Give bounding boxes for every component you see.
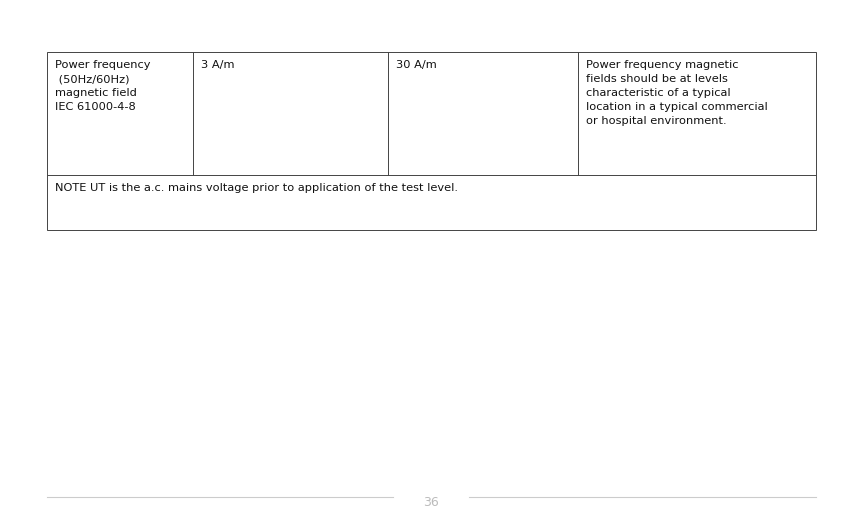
Text: Power frequency
 (50Hz/60Hz)
magnetic field
IEC 61000-4-8: Power frequency (50Hz/60Hz) magnetic fie… <box>55 60 150 112</box>
Text: 3 A/m: 3 A/m <box>201 60 235 70</box>
Text: 30 A/m: 30 A/m <box>396 60 437 70</box>
Text: NOTE UT is the a.c. mains voltage prior to application of the test level.: NOTE UT is the a.c. mains voltage prior … <box>55 183 458 193</box>
Text: 36: 36 <box>423 496 439 510</box>
Text: Power frequency magnetic
fields should be at levels
characteristic of a typical
: Power frequency magnetic fields should b… <box>586 60 768 126</box>
Bar <box>47 52 816 230</box>
